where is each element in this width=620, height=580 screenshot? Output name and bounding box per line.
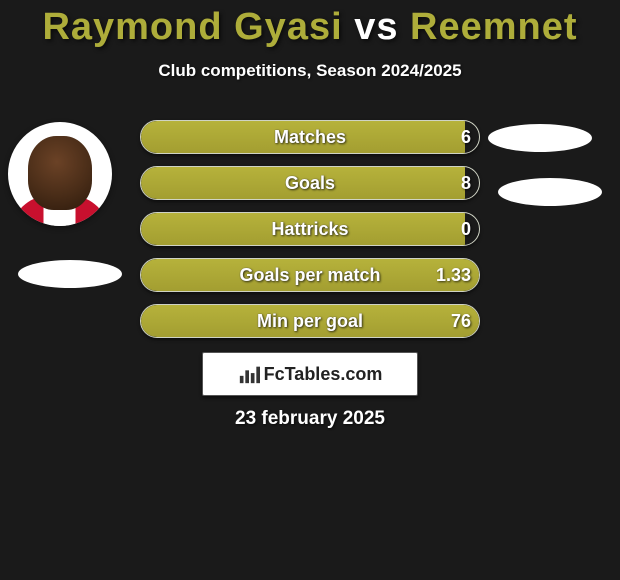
stat-label: Matches bbox=[141, 121, 479, 153]
player2-pill-0 bbox=[488, 124, 592, 152]
stat-value-player1: 76 bbox=[451, 305, 471, 337]
stat-value-player1: 1.33 bbox=[436, 259, 471, 291]
barchart-icon bbox=[238, 363, 260, 385]
date-label: 23 february 2025 bbox=[0, 408, 620, 430]
stat-label: Goals bbox=[141, 167, 479, 199]
stat-bar: Goals8 bbox=[140, 166, 480, 200]
player2-pill-1 bbox=[498, 178, 602, 206]
stat-label: Goals per match bbox=[141, 259, 479, 291]
subtitle: Club competitions, Season 2024/2025 bbox=[0, 61, 620, 81]
page-title: Raymond Gyasi vs Reemnet bbox=[0, 0, 620, 49]
stat-label: Min per goal bbox=[141, 305, 479, 337]
stat-row: Hattricks0 bbox=[0, 212, 620, 258]
title-player2: Reemnet bbox=[410, 6, 578, 48]
player1-name-pill bbox=[18, 260, 122, 288]
stat-value-player1: 0 bbox=[461, 213, 471, 245]
stat-value-player1: 6 bbox=[461, 121, 471, 153]
title-player1: Raymond Gyasi bbox=[42, 6, 342, 48]
brand-badge: FcTables.com bbox=[202, 352, 418, 396]
stat-row: Min per goal76 bbox=[0, 304, 620, 350]
stat-bar: Matches6 bbox=[140, 120, 480, 154]
stat-value-player1: 8 bbox=[461, 167, 471, 199]
stat-bar: Hattricks0 bbox=[140, 212, 480, 246]
title-vs: vs bbox=[343, 6, 410, 48]
stat-bar: Goals per match1.33 bbox=[140, 258, 480, 292]
stat-bar: Min per goal76 bbox=[140, 304, 480, 338]
stat-label: Hattricks bbox=[141, 213, 479, 245]
brand-text: FcTables.com bbox=[264, 364, 383, 385]
